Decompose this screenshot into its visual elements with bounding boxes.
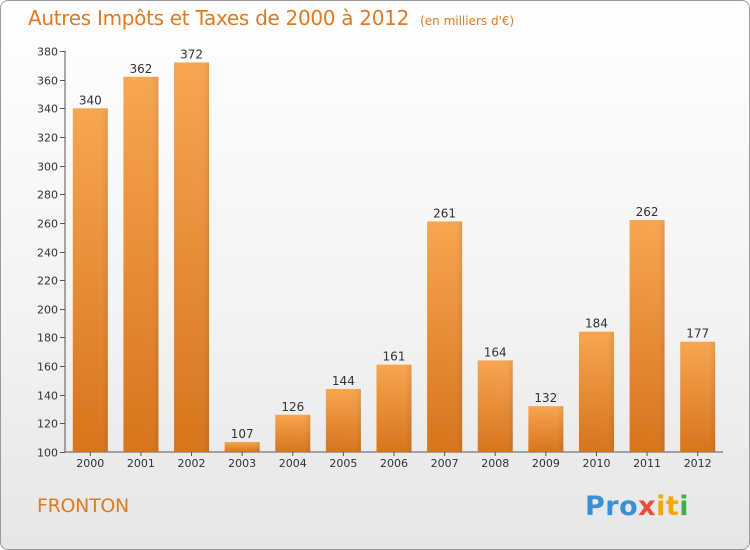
y-tick-label: 380 (37, 46, 58, 59)
bar-shade (325, 388, 361, 452)
y-tick-label: 260 (37, 218, 58, 231)
x-tick-label: 2005 (329, 457, 357, 470)
value-label: 161 (383, 350, 406, 364)
value-label: 126 (281, 400, 304, 414)
x-tick-label: 2007 (431, 457, 459, 470)
bar-shade (528, 406, 564, 452)
x-tick-label: 2006 (380, 457, 408, 470)
value-label: 132 (534, 391, 557, 405)
bar-shade (477, 360, 513, 452)
y-tick-label: 240 (37, 247, 58, 260)
proxiti-logo: Proxiti (585, 491, 689, 522)
x-tick-label: 2010 (582, 457, 610, 470)
x-tick-label: 2012 (684, 457, 712, 470)
value-labels: 340 362 372 107 126 144 161 261 164 132 184 262 177 (79, 47, 709, 441)
value-label: 262 (636, 205, 659, 219)
y-tick-label: 320 (37, 132, 58, 145)
bar-shade (376, 364, 412, 452)
bar-shade (680, 341, 716, 452)
x-tick-label: 2003 (228, 457, 256, 470)
y-tick-label: 280 (37, 189, 58, 202)
y-tick-label: 100 (37, 447, 58, 460)
y-tick-label: 340 (37, 103, 58, 116)
value-label: 164 (484, 345, 507, 359)
y-tick-label: 160 (37, 361, 58, 374)
logo-part-3: it (656, 491, 680, 522)
logo-part-1: Pro (585, 491, 639, 522)
chart-subtitle: (en milliers d'€) (420, 14, 515, 28)
value-label: 261 (433, 206, 456, 220)
value-label: 184 (585, 317, 608, 331)
value-label: 372 (180, 47, 203, 61)
bar-shade (578, 331, 614, 452)
logo-part-4: i (679, 491, 690, 522)
value-label: 340 (79, 93, 102, 107)
x-tick-label: 2009 (532, 457, 560, 470)
x-tick-label: 2001 (127, 457, 155, 470)
bars (72, 62, 716, 453)
value-label: 362 (129, 62, 152, 76)
x-tick-label: 2000 (76, 457, 104, 470)
y-tick-label: 300 (37, 161, 58, 174)
x-tick-label: 2008 (481, 457, 509, 470)
bar-shade (427, 221, 463, 452)
y-tick-label: 120 (37, 418, 58, 431)
chart-title: Autres Impôts et Taxes de 2000 à 2012 (28, 6, 409, 30)
x-tick-label: 2004 (279, 457, 307, 470)
bar-shade (224, 441, 260, 452)
bar-shade (629, 219, 665, 452)
y-tick-label: 180 (37, 332, 58, 345)
commune-name: FRONTON (37, 495, 129, 517)
y-tick-label: 360 (37, 75, 58, 88)
axes: 1001201401601802002202402602803003203403… (37, 46, 723, 470)
x-tick-label: 2002 (178, 457, 206, 470)
value-label: 177 (686, 327, 709, 341)
chart-title-row: Autres Impôts et Taxes de 2000 à 2012 (e… (28, 6, 514, 30)
logo-part-2: x (638, 491, 657, 522)
x-tick-label: 2011 (633, 457, 661, 470)
bar-shade (275, 414, 311, 452)
y-tick-label: 200 (37, 304, 58, 317)
bar-shade (123, 76, 159, 453)
bar-shade (72, 108, 108, 453)
y-tick-label: 220 (37, 275, 58, 288)
bar-shade (174, 62, 210, 452)
value-label: 144 (332, 374, 355, 388)
y-tick-label: 140 (37, 390, 58, 403)
value-label: 107 (231, 427, 254, 441)
